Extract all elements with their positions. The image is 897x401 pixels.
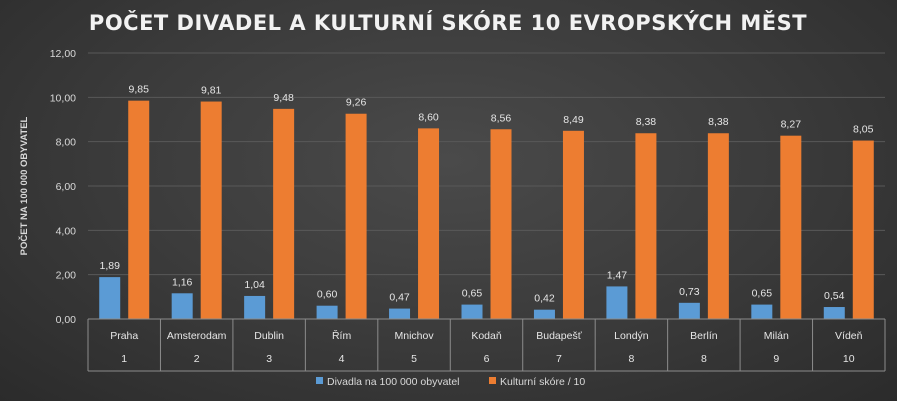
data-label: 1,16 [172,276,193,288]
data-label: 9,85 [129,84,150,96]
category-label: Milán [764,330,789,342]
data-label: 1,89 [100,260,121,272]
y-tick-label: 6,00 [56,181,77,193]
data-label: 0,54 [824,290,845,302]
data-label: 0,73 [679,286,700,298]
category-label: Berlín [690,330,718,342]
rank-label: 6 [484,353,490,365]
category-label: Vídeň [835,330,863,342]
rank-label: 10 [843,353,855,365]
y-tick-label: 10,00 [50,92,76,104]
data-label: 8,38 [636,116,657,128]
rank-label: 3 [266,353,272,365]
y-tick-label: 2,00 [56,270,77,282]
y-axis-ticks: 0,00 2,00 4,00 6,00 8,00 10,00 12,00 [50,48,76,326]
bar-divadla [823,307,845,319]
bar-kulturni-skore [635,133,657,319]
legend: Divadla na 100 000 obyvatel Kulturní skó… [316,376,585,388]
bar-kulturni-skore [852,140,874,319]
rank-label: 4 [339,353,345,365]
data-label: 8,27 [781,119,802,131]
bar-divadla [533,309,555,319]
bar-divadla [171,293,193,319]
data-label: 0,65 [462,288,483,300]
data-label: 8,38 [708,116,729,128]
category-label: Amsterodam [167,330,227,342]
bar-kulturni-skore [562,130,584,319]
bar-kulturni-skore [490,129,512,319]
legend-label-kulturni-skore: Kulturní skóre / 10 [500,376,585,388]
data-label: 0,47 [389,292,410,304]
data-label: 9,26 [346,97,367,109]
y-tick-label: 4,00 [56,225,77,237]
bar-divadla [606,286,628,319]
data-label: 8,49 [563,114,584,126]
bar-kulturni-skore [707,133,729,319]
legend-label-divadla: Divadla na 100 000 obyvatel [327,376,460,388]
category-label: Mnichov [394,330,434,342]
data-label: 8,05 [853,124,874,136]
data-label: 0,42 [534,293,555,305]
category-label: Budapešť [536,330,582,342]
rank-label: 7 [556,353,562,365]
category-label: Řím [332,329,352,342]
data-label: 8,60 [418,111,439,123]
bar-divadla [316,305,338,319]
bar-kulturni-skore [345,113,367,319]
bar-kulturni-skore [200,101,222,319]
bar-kulturni-skore [418,128,440,319]
chart-title: POČET DIVADEL A KULTURNÍ SKÓRE 10 EVROPS… [89,10,807,35]
category-label: Kodaň [471,330,502,342]
y-tick-label: 12,00 [50,48,76,60]
rank-label: 9 [773,353,779,365]
data-label: 1,47 [607,269,628,281]
data-label: 0,65 [752,288,773,300]
data-label: 1,04 [244,279,265,291]
category-label: Londýn [614,330,649,342]
data-label: 9,81 [201,85,222,97]
y-tick-label: 0,00 [56,314,77,326]
data-label: 0,60 [317,289,338,301]
legend-swatch-divadla [316,377,323,384]
bar-divadla [244,295,266,319]
bar-kulturni-skore [780,135,802,319]
rank-label: 8 [701,353,707,365]
y-tick-label: 8,00 [56,137,77,149]
bar-kulturni-skore [273,108,295,319]
bar-kulturni-skore [128,100,150,320]
bar-divadla [751,304,773,319]
rank-label: 8 [628,353,634,365]
bar-divadla [461,304,483,319]
bar-divadla [99,277,121,319]
y-axis-label: POČET NA 100 000 OBYVATEL [18,116,30,255]
category-label: Praha [110,330,138,342]
bar-divadla [389,308,411,319]
x-axis: Praha 1 Amsterodam 2 Dublin 3 Řím 4 Mnichov 5 Koda… [87,318,886,372]
data-label: 9,48 [273,92,294,104]
rank-label: 2 [194,353,200,365]
legend-swatch-kulturni-skore [489,377,496,384]
data-label: 8,56 [491,112,512,124]
category-label: Dublin [254,330,284,342]
bar-divadla [678,302,700,319]
rank-label: 5 [411,353,417,365]
bars [99,100,874,320]
rank-label: 1 [121,353,127,365]
data-labels: 1,89 1,16 1,04 0,60 0,47 0,65 0,42 1,47 0,73 0,65… [100,84,874,305]
